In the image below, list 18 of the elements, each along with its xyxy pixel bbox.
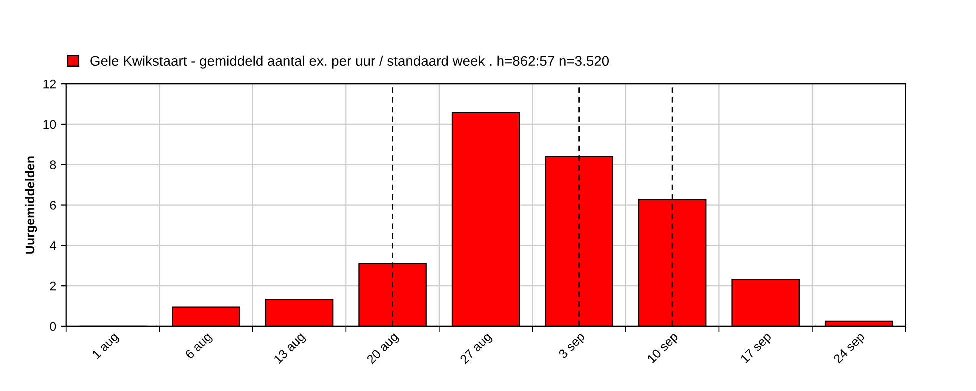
x-tick-label: 10 sep <box>646 332 680 366</box>
y-tick-label: 0 <box>50 322 56 332</box>
x-tick-label: 27 aug <box>460 332 494 366</box>
x-tick-label: 20 aug <box>366 332 400 366</box>
x-tick-label: 24 sep <box>833 332 867 366</box>
x-tick-label: 13 aug <box>273 332 308 366</box>
y-axis-title: Uurgemiddelden <box>25 156 38 254</box>
x-tick-label: 17 sep <box>740 332 774 366</box>
x-tick-label: 3 sep <box>558 332 588 361</box>
y-tick-label: 10 <box>44 120 56 130</box>
y-tick-label: 4 <box>50 242 56 250</box>
x-tick-label: 1 aug <box>92 332 121 362</box>
x-tick-label: 6 aug <box>184 332 214 362</box>
y-tick-label: 8 <box>50 160 56 170</box>
legend-label: Gele Kwikstaart - gemiddeld aantal ex. per uur / standaard week . h=862:57 n=3.520 <box>90 56 610 69</box>
y-tick-label: 6 <box>50 201 56 210</box>
y-tick-label: 2 <box>50 282 56 291</box>
y-tick-label: 12 <box>44 80 56 89</box>
